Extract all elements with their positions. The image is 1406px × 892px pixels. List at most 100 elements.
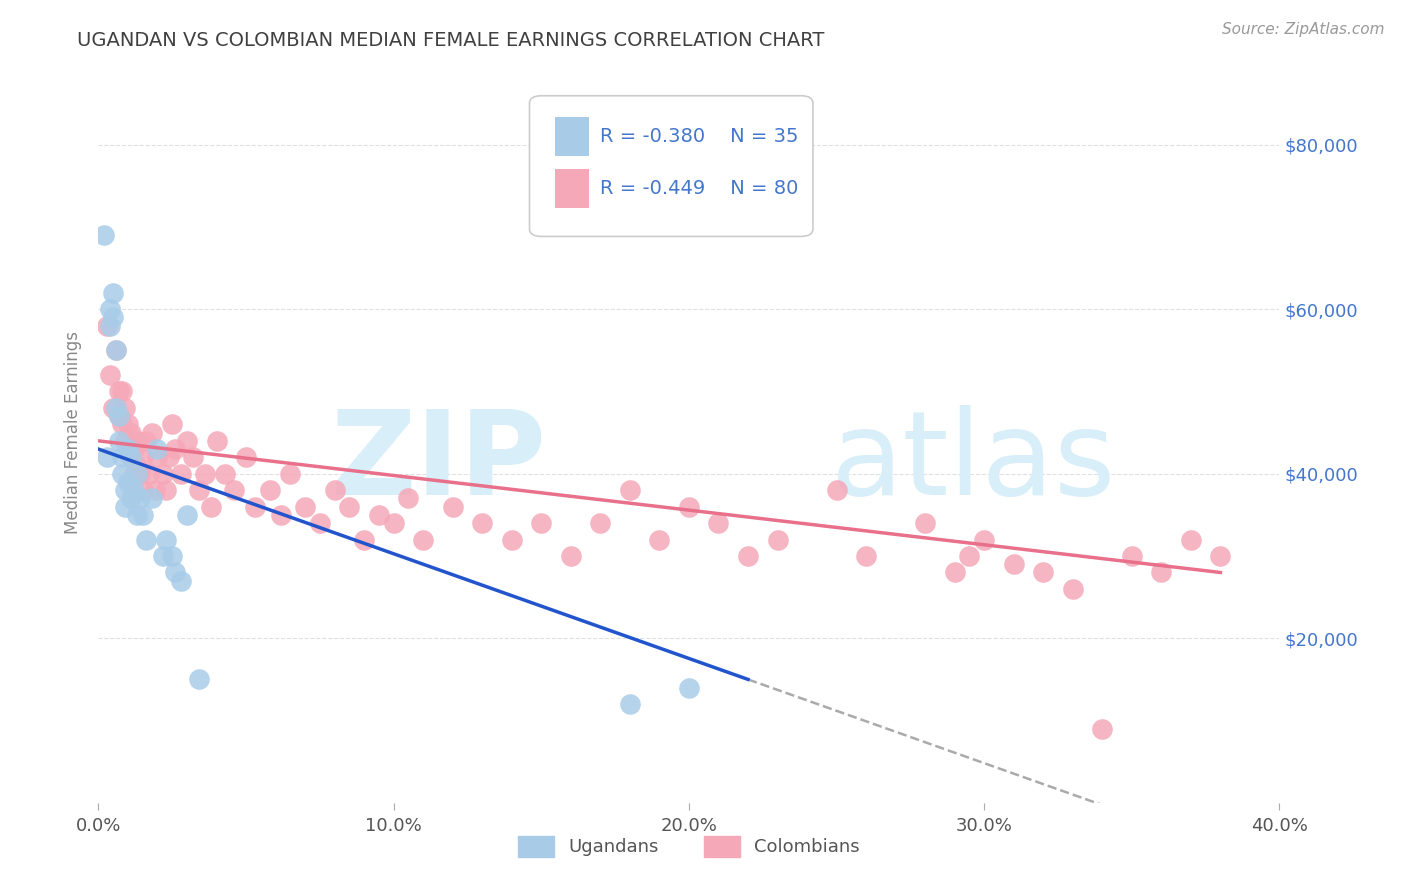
Text: UGANDAN VS COLOMBIAN MEDIAN FEMALE EARNINGS CORRELATION CHART: UGANDAN VS COLOMBIAN MEDIAN FEMALE EARNI… — [77, 31, 825, 50]
Point — [135, 434, 157, 448]
Point — [98, 302, 121, 317]
Point — [132, 508, 155, 522]
Point — [111, 467, 134, 481]
Point — [108, 384, 131, 399]
Point — [146, 450, 169, 465]
Point — [125, 458, 148, 473]
Point — [181, 450, 204, 465]
Point — [108, 409, 131, 424]
Point — [132, 483, 155, 498]
Point — [155, 483, 177, 498]
Point — [382, 516, 405, 530]
Point — [1180, 533, 1202, 547]
Point — [93, 228, 115, 243]
Point — [678, 681, 700, 695]
Point — [114, 500, 136, 514]
Point — [162, 417, 183, 432]
Point — [1209, 549, 1232, 563]
Point — [1150, 566, 1173, 580]
Legend: Ugandans, Colombians: Ugandans, Colombians — [510, 829, 868, 864]
Point — [108, 409, 131, 424]
Point — [98, 368, 121, 382]
Point — [619, 697, 641, 711]
Point — [165, 442, 187, 456]
Point — [309, 516, 332, 530]
Bar — [555, 117, 589, 156]
Point — [1062, 582, 1084, 596]
Point — [707, 516, 730, 530]
Point — [855, 549, 877, 563]
Point — [176, 434, 198, 448]
Point — [105, 401, 128, 415]
Point — [122, 483, 145, 498]
Point — [114, 401, 136, 415]
Point — [162, 549, 183, 563]
Point — [560, 549, 582, 563]
Point — [737, 549, 759, 563]
Point — [1032, 566, 1054, 580]
Text: ZIP: ZIP — [332, 405, 547, 520]
Point — [368, 508, 391, 522]
Point — [103, 285, 125, 300]
Point — [200, 500, 222, 514]
Point — [146, 442, 169, 456]
Point — [187, 483, 209, 498]
Point — [155, 533, 177, 547]
Point — [1121, 549, 1143, 563]
Point — [648, 533, 671, 547]
Point — [914, 516, 936, 530]
Point — [412, 533, 434, 547]
Point — [170, 574, 193, 588]
Point — [120, 450, 142, 465]
Point — [165, 566, 187, 580]
Point — [98, 318, 121, 333]
Point — [152, 467, 174, 481]
Point — [152, 549, 174, 563]
Point — [943, 566, 966, 580]
Point — [501, 533, 523, 547]
Point — [125, 508, 148, 522]
Point — [205, 434, 228, 448]
Point — [114, 483, 136, 498]
Point — [132, 450, 155, 465]
Text: R = -0.449    N = 80: R = -0.449 N = 80 — [600, 178, 799, 198]
Point — [398, 491, 420, 506]
Point — [323, 483, 346, 498]
Point — [117, 417, 139, 432]
Point — [117, 442, 139, 456]
Point — [117, 442, 139, 456]
Point — [114, 434, 136, 448]
Point — [825, 483, 848, 498]
Point — [108, 434, 131, 448]
Point — [117, 475, 139, 489]
Point — [194, 467, 217, 481]
FancyBboxPatch shape — [530, 95, 813, 236]
Point — [125, 467, 148, 481]
Point — [105, 343, 128, 358]
Point — [120, 425, 142, 440]
Point — [259, 483, 281, 498]
Point — [96, 318, 118, 333]
Point — [187, 673, 209, 687]
Point — [530, 516, 553, 530]
Point — [111, 417, 134, 432]
Point — [120, 450, 142, 465]
Point — [214, 467, 236, 481]
Point — [224, 483, 246, 498]
Point — [353, 533, 375, 547]
Point — [135, 533, 157, 547]
Point — [111, 384, 134, 399]
Point — [471, 516, 494, 530]
Point — [120, 491, 142, 506]
Y-axis label: Median Female Earnings: Median Female Earnings — [65, 331, 83, 534]
Point — [125, 434, 148, 448]
Point — [766, 533, 789, 547]
Point — [157, 450, 180, 465]
Point — [441, 500, 464, 514]
Point — [128, 467, 150, 481]
Point — [280, 467, 302, 481]
Point — [141, 491, 163, 506]
Point — [973, 533, 995, 547]
Point — [103, 310, 125, 325]
Point — [138, 467, 160, 481]
